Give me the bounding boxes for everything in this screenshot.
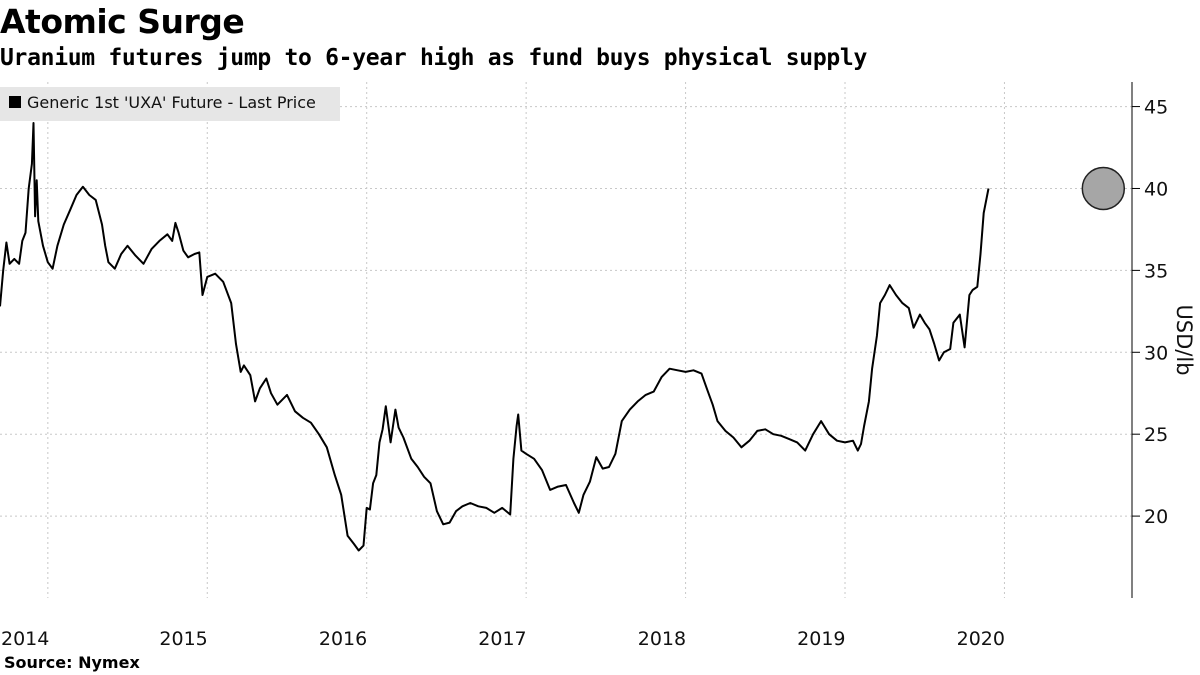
source-note: Source: Nymex: [4, 653, 140, 672]
chart-title: Atomic Surge: [0, 2, 245, 41]
y-tick-label: 40: [1144, 178, 1168, 200]
chart-legend: Generic 1st 'UXA' Future - Last Price: [0, 87, 340, 121]
series-line: [0, 122, 990, 552]
y-tick-label: 25: [1144, 424, 1168, 446]
grid-lines: [0, 82, 1132, 598]
y-tick-label: 20: [1144, 506, 1168, 528]
x-axis: 2014 2015 2016 2017 2018 2019 2020: [1, 628, 1005, 650]
chart-subtitle: Uranium futures jump to 6-year high as f…: [0, 45, 868, 71]
y-axis-label: USD/lb: [1172, 304, 1196, 375]
series-layer: [0, 122, 1126, 552]
legend-background: [0, 87, 340, 121]
x-tick-label: 2016: [319, 628, 367, 650]
x-tick-label: 2018: [638, 628, 686, 650]
legend-label: Generic 1st 'UXA' Future - Last Price: [27, 93, 316, 112]
x-tick-label: 2014: [1, 628, 49, 650]
y-tick-label: 35: [1144, 260, 1168, 282]
y-tick-label: 30: [1144, 342, 1168, 364]
x-tick-label: 2020: [957, 628, 1005, 650]
legend-swatch: [9, 96, 21, 108]
y-tick-label: 45: [1144, 97, 1168, 119]
x-tick-label: 2019: [797, 628, 845, 650]
highlight-marker: [1081, 166, 1126, 211]
x-tick-label: 2017: [478, 628, 526, 650]
y-axis: 20 25 30 35 40 45: [1131, 82, 1168, 598]
x-tick-label: 2015: [159, 628, 207, 650]
